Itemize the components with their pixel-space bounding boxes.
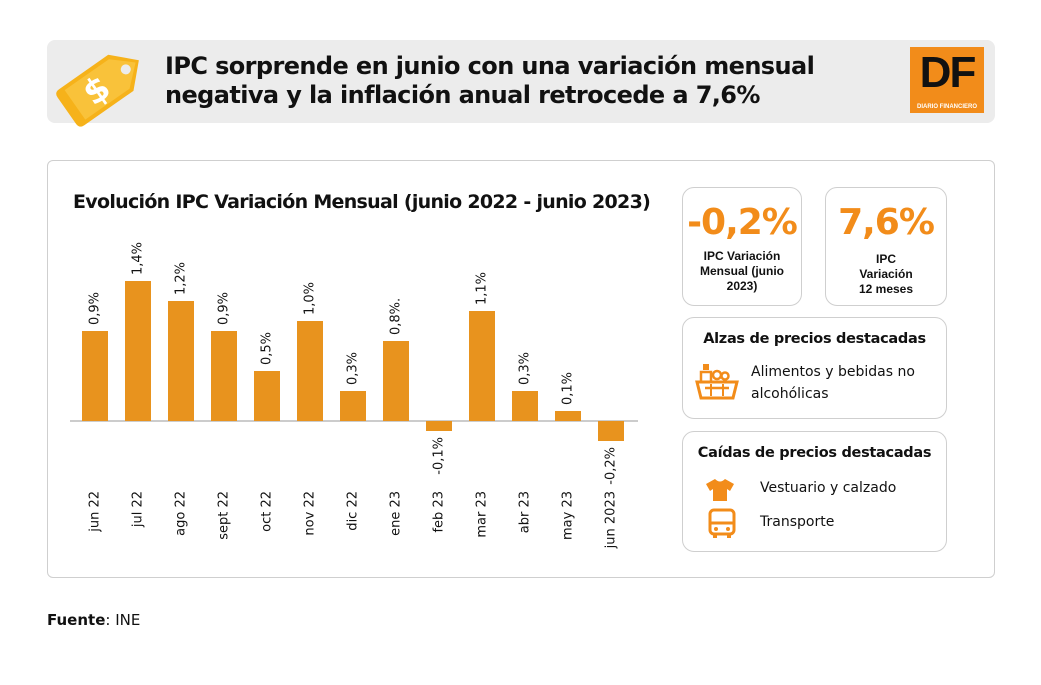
data-label-7: 0,8%. [389,298,404,335]
df-logo-letters: DF [919,48,977,97]
kpi-card-annual: 7,6% IPC Variación 12 meses [825,187,947,306]
x-tick-label-2: ago 22 [174,491,189,536]
bar-10 [512,391,538,421]
caidas-item-vestuario: Vestuario y calzado [760,480,897,496]
source-note: Fuente: INE [47,611,140,629]
data-label-9: 1,1% [475,272,490,305]
kpi-annual-label: IPC Variación 12 meses [858,252,914,296]
bar-11 [555,411,581,421]
caidas-title: Caídas de precios destacadas [697,445,932,461]
bar-0 [82,331,108,421]
alzas-title: Alzas de precios destacadas [703,331,926,347]
alzas-item-text: Alimentos y bebidas no alcohólicas [751,364,915,402]
data-label-1: 1,4% [131,242,146,275]
x-tick-label-5: nov 22 [303,491,318,536]
price-tag-icon: $ [56,54,139,127]
bus-icon [708,508,736,538]
data-label-5: 1,0% [303,282,318,315]
caidas-card: Caídas de precios destacadas Vestuario y… [682,431,947,552]
x-tick-label-11: may 23 [561,491,576,540]
source-value: : INE [105,611,141,629]
bar-5 [297,321,323,421]
bar-1 [125,281,151,421]
x-tick-label-0: jun 22 [88,491,103,533]
x-tick-label-7: ene 23 [389,491,404,536]
data-label-6: 0,3% [346,352,361,385]
source-label: Fuente [47,611,106,629]
df-logo: DF DIARIO FINANCIERO [910,47,984,113]
data-label-12: -0,2% [604,447,619,485]
x-tick-label-1: jul 22 [131,491,146,528]
page-title: IPC sorprende en junio con una variación… [165,52,815,109]
x-tick-label-10: abr 23 [518,491,533,533]
data-label-10: 0,3% [518,352,533,385]
kpi-monthly-label: IPC Variación Mensual (junio 2023) [700,249,784,293]
x-tick-label-6: dic 22 [346,491,361,531]
bar-12 [598,421,624,441]
alzas-card: Alzas de precios destacadas Alimentos y … [682,317,947,419]
df-logo-name: DIARIO FINANCIERO [917,104,977,110]
x-tick-label-9: mar 23 [475,491,490,538]
kpi-monthly-value: -0,2% [687,202,798,243]
bar-2 [168,301,194,421]
chart-panel: 0,9% jun 22 1,4% jul 22 1,2% ago 22 0,9% sept 2… [47,160,995,578]
data-label-4: 0,5% [260,332,275,365]
data-label-8: -0,1% [432,437,447,475]
bar-6 [340,391,366,421]
header-banner: $ IPC sorprende en junio con una variaci… [47,40,995,127]
bar-4 [254,371,280,421]
bar-9 [469,311,495,421]
kpi-annual-value: 7,6% [838,202,935,243]
data-label-0: 0,9% [88,292,103,325]
data-label-2: 1,2% [174,262,189,295]
bar-7 [383,341,409,421]
x-tick-label-3: sept 22 [217,491,232,540]
x-tick-label-8: feb 23 [432,491,447,533]
chart-title: Evolución IPC Variación Mensual (junio 2… [73,191,651,213]
bar-8 [426,421,452,431]
bar-chart: 0,9% jun 22 1,4% jul 22 1,2% ago 22 0,9% sept 2… [70,242,638,549]
data-label-11: 0,1% [561,372,576,405]
x-tick-label-4: oct 22 [260,491,275,532]
tshirt-icon [706,479,734,501]
bar-3 [211,331,237,421]
grocery-basket-icon [695,364,739,400]
kpi-card-monthly: -0,2% IPC Variación Mensual (junio 2023) [682,187,802,306]
caidas-item-transporte: Transporte [760,514,835,530]
x-tick-label-12: jun 2023 [604,491,619,549]
data-label-3: 0,9% [217,292,232,325]
